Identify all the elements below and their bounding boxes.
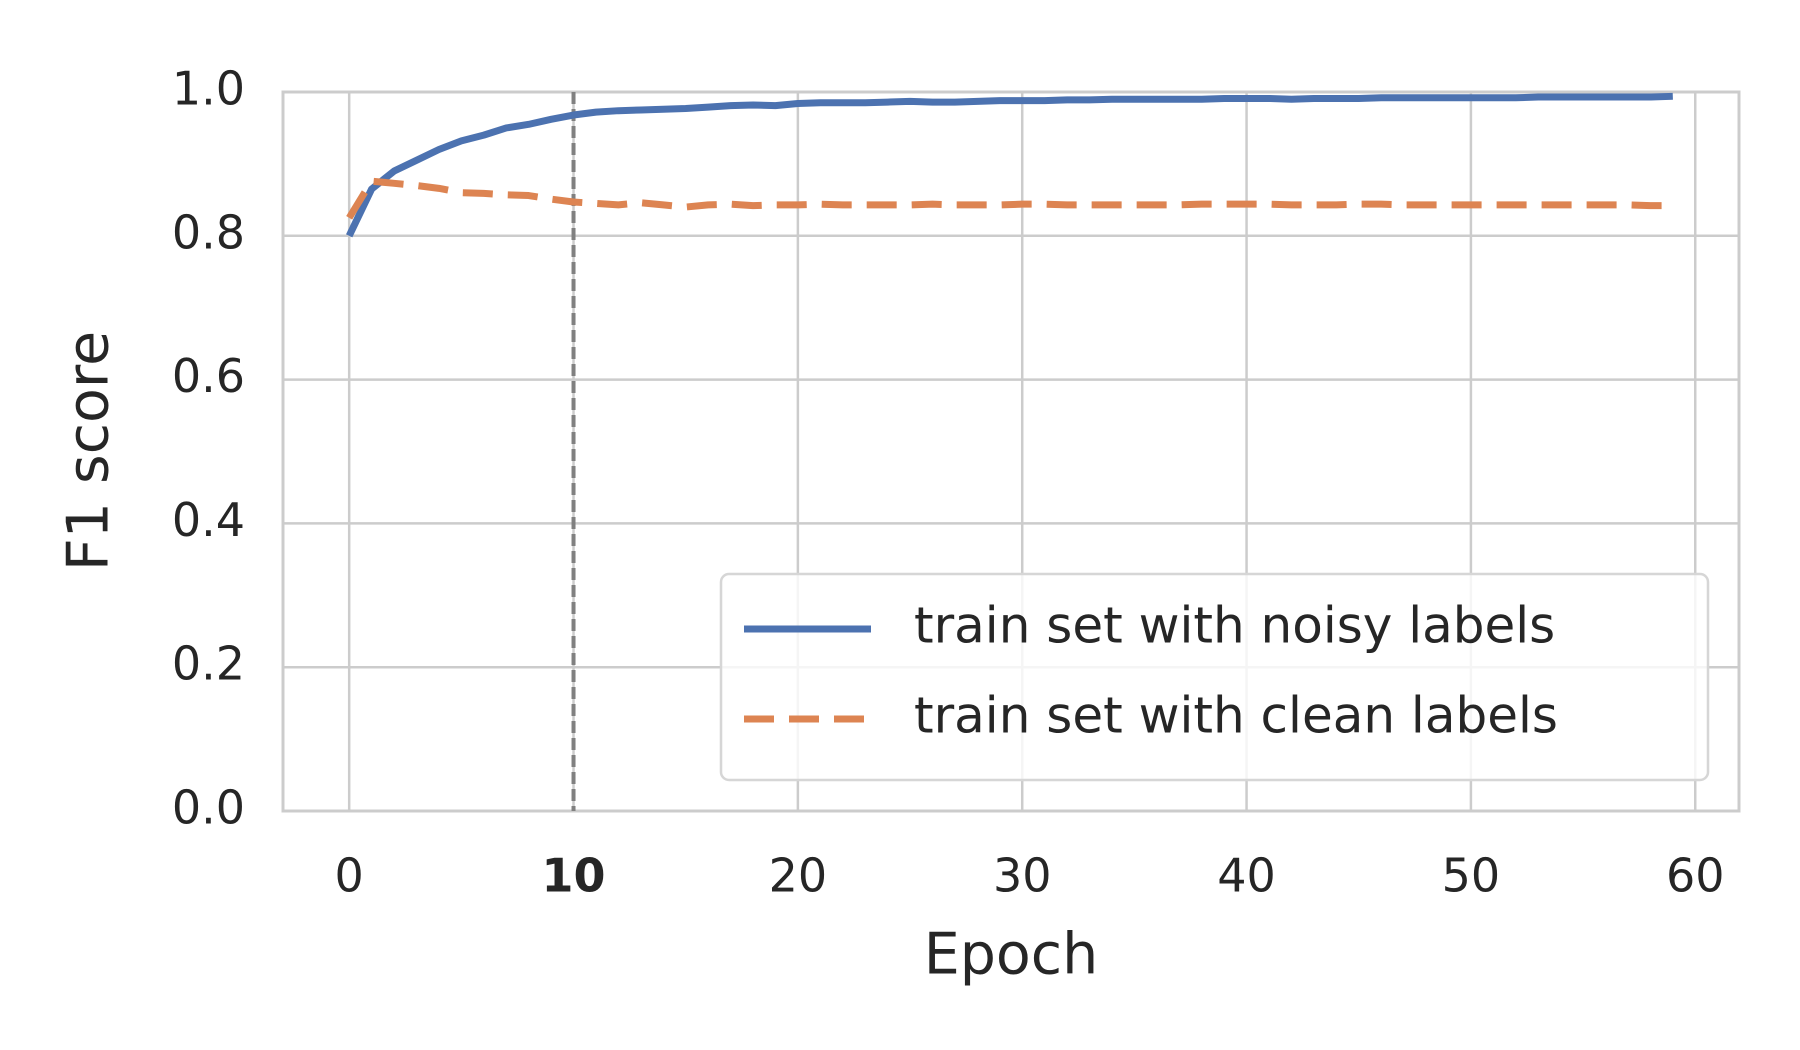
legend-label: train set with clean labels (914, 687, 1558, 745)
plot-frame (281, 90, 1741, 813)
series-line (346, 92, 1673, 238)
x-axis-label: Epoch (924, 922, 1099, 988)
y-tick-label: 0.4 (172, 493, 245, 547)
x-tick-label: 60 (1666, 849, 1725, 903)
x-tick-label: 20 (769, 849, 828, 903)
legend-label: train set with noisy labels (914, 597, 1555, 655)
y-axis-label: F1 score (56, 331, 122, 571)
series-line (346, 177, 1673, 220)
x-tick-label: 0 (335, 849, 364, 903)
x-tick-label: 30 (993, 849, 1052, 903)
x-tick-label: 10 (542, 849, 606, 903)
y-tick-label: 0.0 (172, 781, 245, 835)
y-tick-label: 0.8 (172, 205, 245, 259)
x-tick-label: 50 (1442, 849, 1501, 903)
y-tick-label: 0.6 (172, 349, 245, 403)
y-tick-label: 1.0 (172, 62, 245, 116)
y-tick-label: 0.2 (172, 637, 245, 691)
legend-box (719, 572, 1710, 782)
x-tick-label: 40 (1217, 849, 1276, 903)
